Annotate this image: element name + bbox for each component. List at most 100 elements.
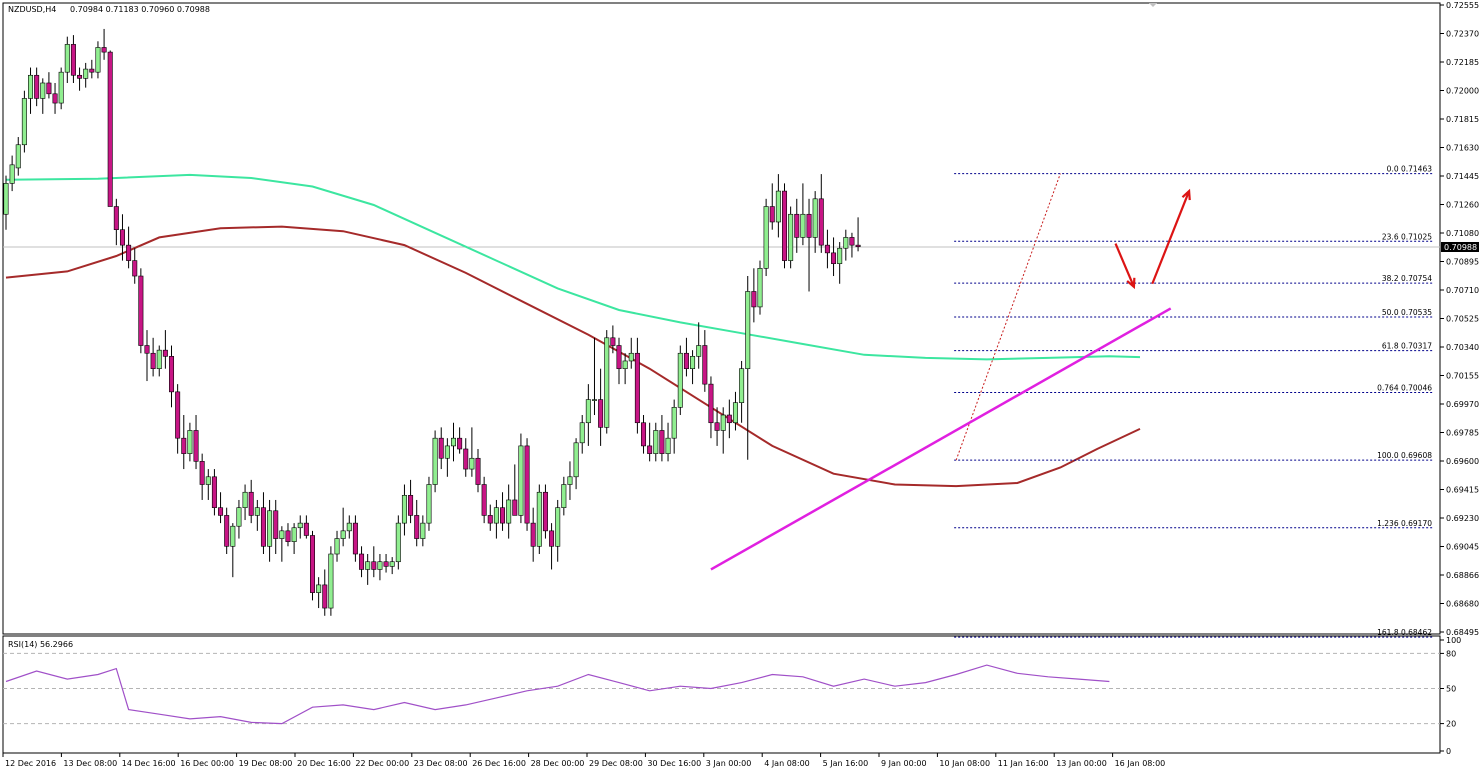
candle-body	[659, 430, 665, 454]
candle-body	[463, 448, 469, 470]
candle-body	[291, 527, 297, 542]
candle-body	[230, 525, 236, 547]
candle	[70, 35, 76, 83]
candle-body	[794, 213, 800, 238]
candle-body	[21, 98, 27, 146]
rsi-axis-label: 80	[1446, 649, 1456, 658]
candle	[395, 515, 401, 570]
candle-body	[95, 47, 101, 73]
candle	[591, 337, 597, 416]
scroll-marker-icon[interactable]	[1149, 3, 1157, 7]
price-axis-label: 0.70525	[1446, 315, 1479, 324]
candle	[169, 345, 175, 408]
candle	[193, 415, 199, 470]
price-axis-label: 0.68495	[1446, 628, 1479, 637]
candle	[89, 59, 95, 79]
candle-body	[585, 399, 591, 424]
candle	[561, 476, 567, 516]
candle	[512, 464, 518, 516]
candle	[714, 407, 720, 446]
candle	[365, 554, 371, 585]
candle	[524, 438, 530, 531]
time-axis-label: 14 Dec 16:00	[122, 759, 176, 768]
candle-body	[444, 445, 450, 459]
price-axis-label: 0.71445	[1446, 172, 1479, 181]
candle	[260, 492, 266, 555]
candle	[751, 268, 757, 323]
candle-body	[843, 237, 849, 249]
candle-body	[549, 530, 555, 547]
candle-body	[690, 356, 696, 369]
candle	[775, 174, 781, 238]
candle	[690, 350, 696, 385]
candle	[9, 155, 15, 192]
candle	[242, 484, 248, 521]
candle-body	[610, 337, 616, 346]
candle-body	[426, 484, 432, 524]
candle-body	[383, 561, 389, 567]
candle	[389, 557, 395, 575]
candle	[481, 476, 487, 524]
candle	[677, 345, 683, 416]
time-axis-label: 28 Dec 00:00	[531, 759, 585, 768]
candle-body	[555, 507, 561, 547]
candle-body	[52, 93, 58, 104]
candle	[843, 229, 849, 261]
price-axis-label: 0.70340	[1446, 343, 1479, 352]
candle-body	[70, 44, 76, 76]
candle	[297, 515, 303, 539]
candle	[450, 422, 456, 462]
candle-body	[156, 349, 162, 369]
candle-body	[34, 74, 40, 99]
candle-body	[46, 82, 52, 95]
candle	[175, 384, 181, 454]
candle	[518, 433, 524, 524]
arrow-head-icon	[1126, 277, 1136, 290]
price-axis-label: 0.71260	[1446, 201, 1479, 210]
candle	[309, 530, 315, 601]
candle-body	[303, 522, 309, 536]
candle	[487, 504, 493, 531]
candle	[653, 422, 659, 462]
arrow-head-icon	[1181, 188, 1191, 201]
candle-body	[260, 507, 266, 547]
candle-body	[739, 368, 745, 403]
candle-body	[763, 206, 769, 269]
candle-body	[634, 352, 640, 424]
time-axis-label: 26 Dec 16:00	[472, 759, 526, 768]
candle-body	[267, 510, 273, 547]
main-panel-frame	[2, 2, 1441, 635]
candle	[371, 546, 377, 578]
fib-level-label: 61.8 0.70317	[1382, 342, 1432, 351]
candle	[720, 407, 726, 454]
candle	[732, 391, 738, 431]
price-axis-label: 0.69230	[1446, 514, 1479, 523]
candle-body	[837, 247, 843, 264]
candle	[303, 515, 309, 539]
candle	[352, 515, 358, 562]
candle	[28, 67, 34, 114]
candle-body	[524, 445, 530, 524]
candle-body	[119, 229, 125, 246]
fib-anchor-line	[955, 173, 1061, 461]
candle-body	[806, 213, 812, 238]
candle-body	[487, 515, 493, 524]
price-axis-label: 0.72000	[1446, 87, 1479, 96]
candle	[506, 484, 512, 539]
candle-body	[28, 74, 34, 99]
candle-body	[346, 522, 352, 532]
candle	[573, 438, 579, 490]
candle-body	[683, 352, 689, 369]
candle	[683, 337, 689, 377]
candle	[377, 554, 383, 581]
candle	[322, 569, 328, 616]
rsi-axis-label: 50	[1446, 685, 1456, 694]
candle	[616, 337, 622, 385]
candle-body	[199, 461, 205, 485]
time-axis-label: 20 Dec 16:00	[297, 759, 351, 768]
candle	[530, 507, 536, 562]
candle	[126, 226, 132, 269]
candle	[463, 438, 469, 477]
candle	[138, 268, 144, 354]
